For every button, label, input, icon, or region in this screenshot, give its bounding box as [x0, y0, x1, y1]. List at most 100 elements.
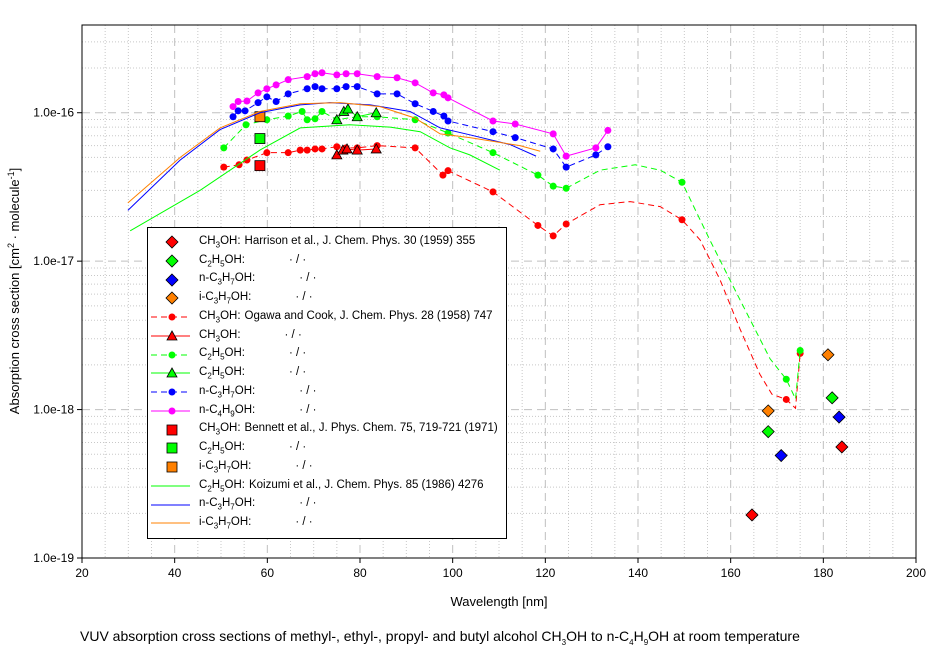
legend-reference: · / · [295, 291, 313, 304]
data-point [234, 98, 242, 106]
legend-entry: n-C3H7OH: · / · [148, 383, 316, 401]
data-point [234, 107, 242, 115]
data-point [272, 98, 280, 106]
legend-marker [166, 461, 178, 473]
series-10 [254, 160, 266, 172]
data-point [284, 90, 292, 98]
legend-symbol [148, 233, 193, 251]
legend-label: n-C3H7OH: · / · [199, 385, 316, 399]
data-point [511, 120, 519, 128]
data-point [439, 171, 447, 179]
data-point [796, 347, 804, 355]
legend-label: i-C3H7OH: · / · [199, 516, 313, 530]
data-point [489, 117, 497, 125]
data-point [341, 143, 353, 154]
legend-formula: CH3OH: [199, 309, 241, 325]
legend-reference: · / · [288, 347, 307, 360]
data-point [242, 121, 250, 129]
legend-label: C2H5OH: · / · [199, 254, 306, 268]
data-point [303, 73, 311, 81]
data-point [835, 440, 849, 454]
data-point [272, 81, 280, 89]
x-axis-label: Wavelength [nm] [450, 594, 548, 609]
data-point [411, 100, 419, 108]
data-point [411, 144, 419, 152]
data-point [318, 69, 326, 77]
legend-marker [166, 367, 178, 378]
legend-label: i-C3H7OH: · / · [199, 460, 313, 474]
legend-label: CH3OH: Bennett et al., J. Phys. Chem. 75,… [199, 422, 498, 436]
data-point [351, 144, 363, 155]
data-point [373, 73, 381, 81]
legend-formula: i-C3H7OH: [199, 516, 252, 531]
data-point [220, 144, 228, 152]
data-point [303, 85, 311, 93]
legend-symbol [148, 514, 193, 532]
plot-frame [81, 24, 917, 559]
data-point [318, 107, 326, 115]
legend-label: CH3OH: Ogawa and Cook, J. Chem. Phys. 28 … [199, 310, 493, 324]
legend-marker [168, 313, 176, 321]
data-point [311, 83, 319, 91]
legend-label: n-C3H7OH: · / · [199, 497, 316, 511]
legend-label: C2H5OH: · / · [199, 366, 306, 380]
data-point [678, 216, 686, 224]
series-5 [331, 143, 382, 160]
legend-entry: C2H5OH: · / · [148, 439, 306, 457]
data-point [549, 130, 557, 138]
legend-entry: i-C3H7OH: · / · [148, 458, 313, 476]
data-point [331, 113, 343, 125]
data-point [440, 112, 448, 120]
data-point [370, 143, 382, 154]
data-point [761, 404, 775, 418]
legend-symbol [148, 477, 193, 495]
data-point [243, 97, 251, 105]
legend-formula: C2H5OH: [199, 366, 245, 381]
legend-symbol [148, 496, 193, 514]
legend-reference: Harrison et al., J. Chem. Phys. 30 (1959… [244, 234, 476, 247]
data-point [604, 143, 612, 151]
y-tick-label: 1.0e-18 [33, 403, 74, 417]
legend-formula: n-C3H7OH: [199, 497, 256, 512]
legend-formula: C2H5OH: [199, 441, 245, 456]
data-point [342, 70, 350, 78]
series-13 [129, 124, 501, 232]
data-point [318, 145, 326, 153]
data-point [229, 113, 237, 121]
series-11 [254, 133, 266, 144]
data-point [562, 184, 570, 192]
data-point [774, 448, 788, 463]
data-point [353, 70, 361, 78]
series-line [129, 124, 501, 232]
series-8 [229, 83, 612, 171]
legend-formula: n-C3H7OH: [199, 272, 256, 287]
legend-symbol [148, 252, 193, 270]
data-point [311, 115, 319, 123]
data-point [549, 232, 557, 240]
legend-symbol [148, 346, 193, 364]
legend-marker [165, 291, 179, 305]
y-tick-label: 1.0e-16 [33, 106, 74, 120]
data-point [562, 163, 570, 171]
legend-entry: C2H5OH: Koizumi et al., J. Chem. Phys. 85… [148, 477, 484, 495]
legend-entry: n-C3H7OH: · / · [148, 496, 316, 514]
data-point [284, 149, 292, 157]
x-tick-label: 80 [353, 566, 367, 580]
data-point [562, 220, 570, 228]
data-point [303, 146, 311, 154]
series-15 [127, 102, 541, 204]
legend-symbol [148, 383, 193, 401]
data-point [311, 145, 319, 153]
data-point [393, 90, 401, 98]
legend-marker [168, 388, 176, 396]
legend-symbol [148, 327, 193, 345]
series-1 [761, 391, 839, 439]
x-tick-label: 20 [75, 566, 89, 580]
legend-label: CH3OH: · / · [199, 329, 302, 343]
data-point [370, 106, 382, 118]
x-tick-label: 60 [261, 566, 275, 580]
data-point [243, 156, 251, 164]
data-point [318, 85, 326, 93]
data-point [263, 85, 271, 93]
data-point [333, 71, 341, 79]
